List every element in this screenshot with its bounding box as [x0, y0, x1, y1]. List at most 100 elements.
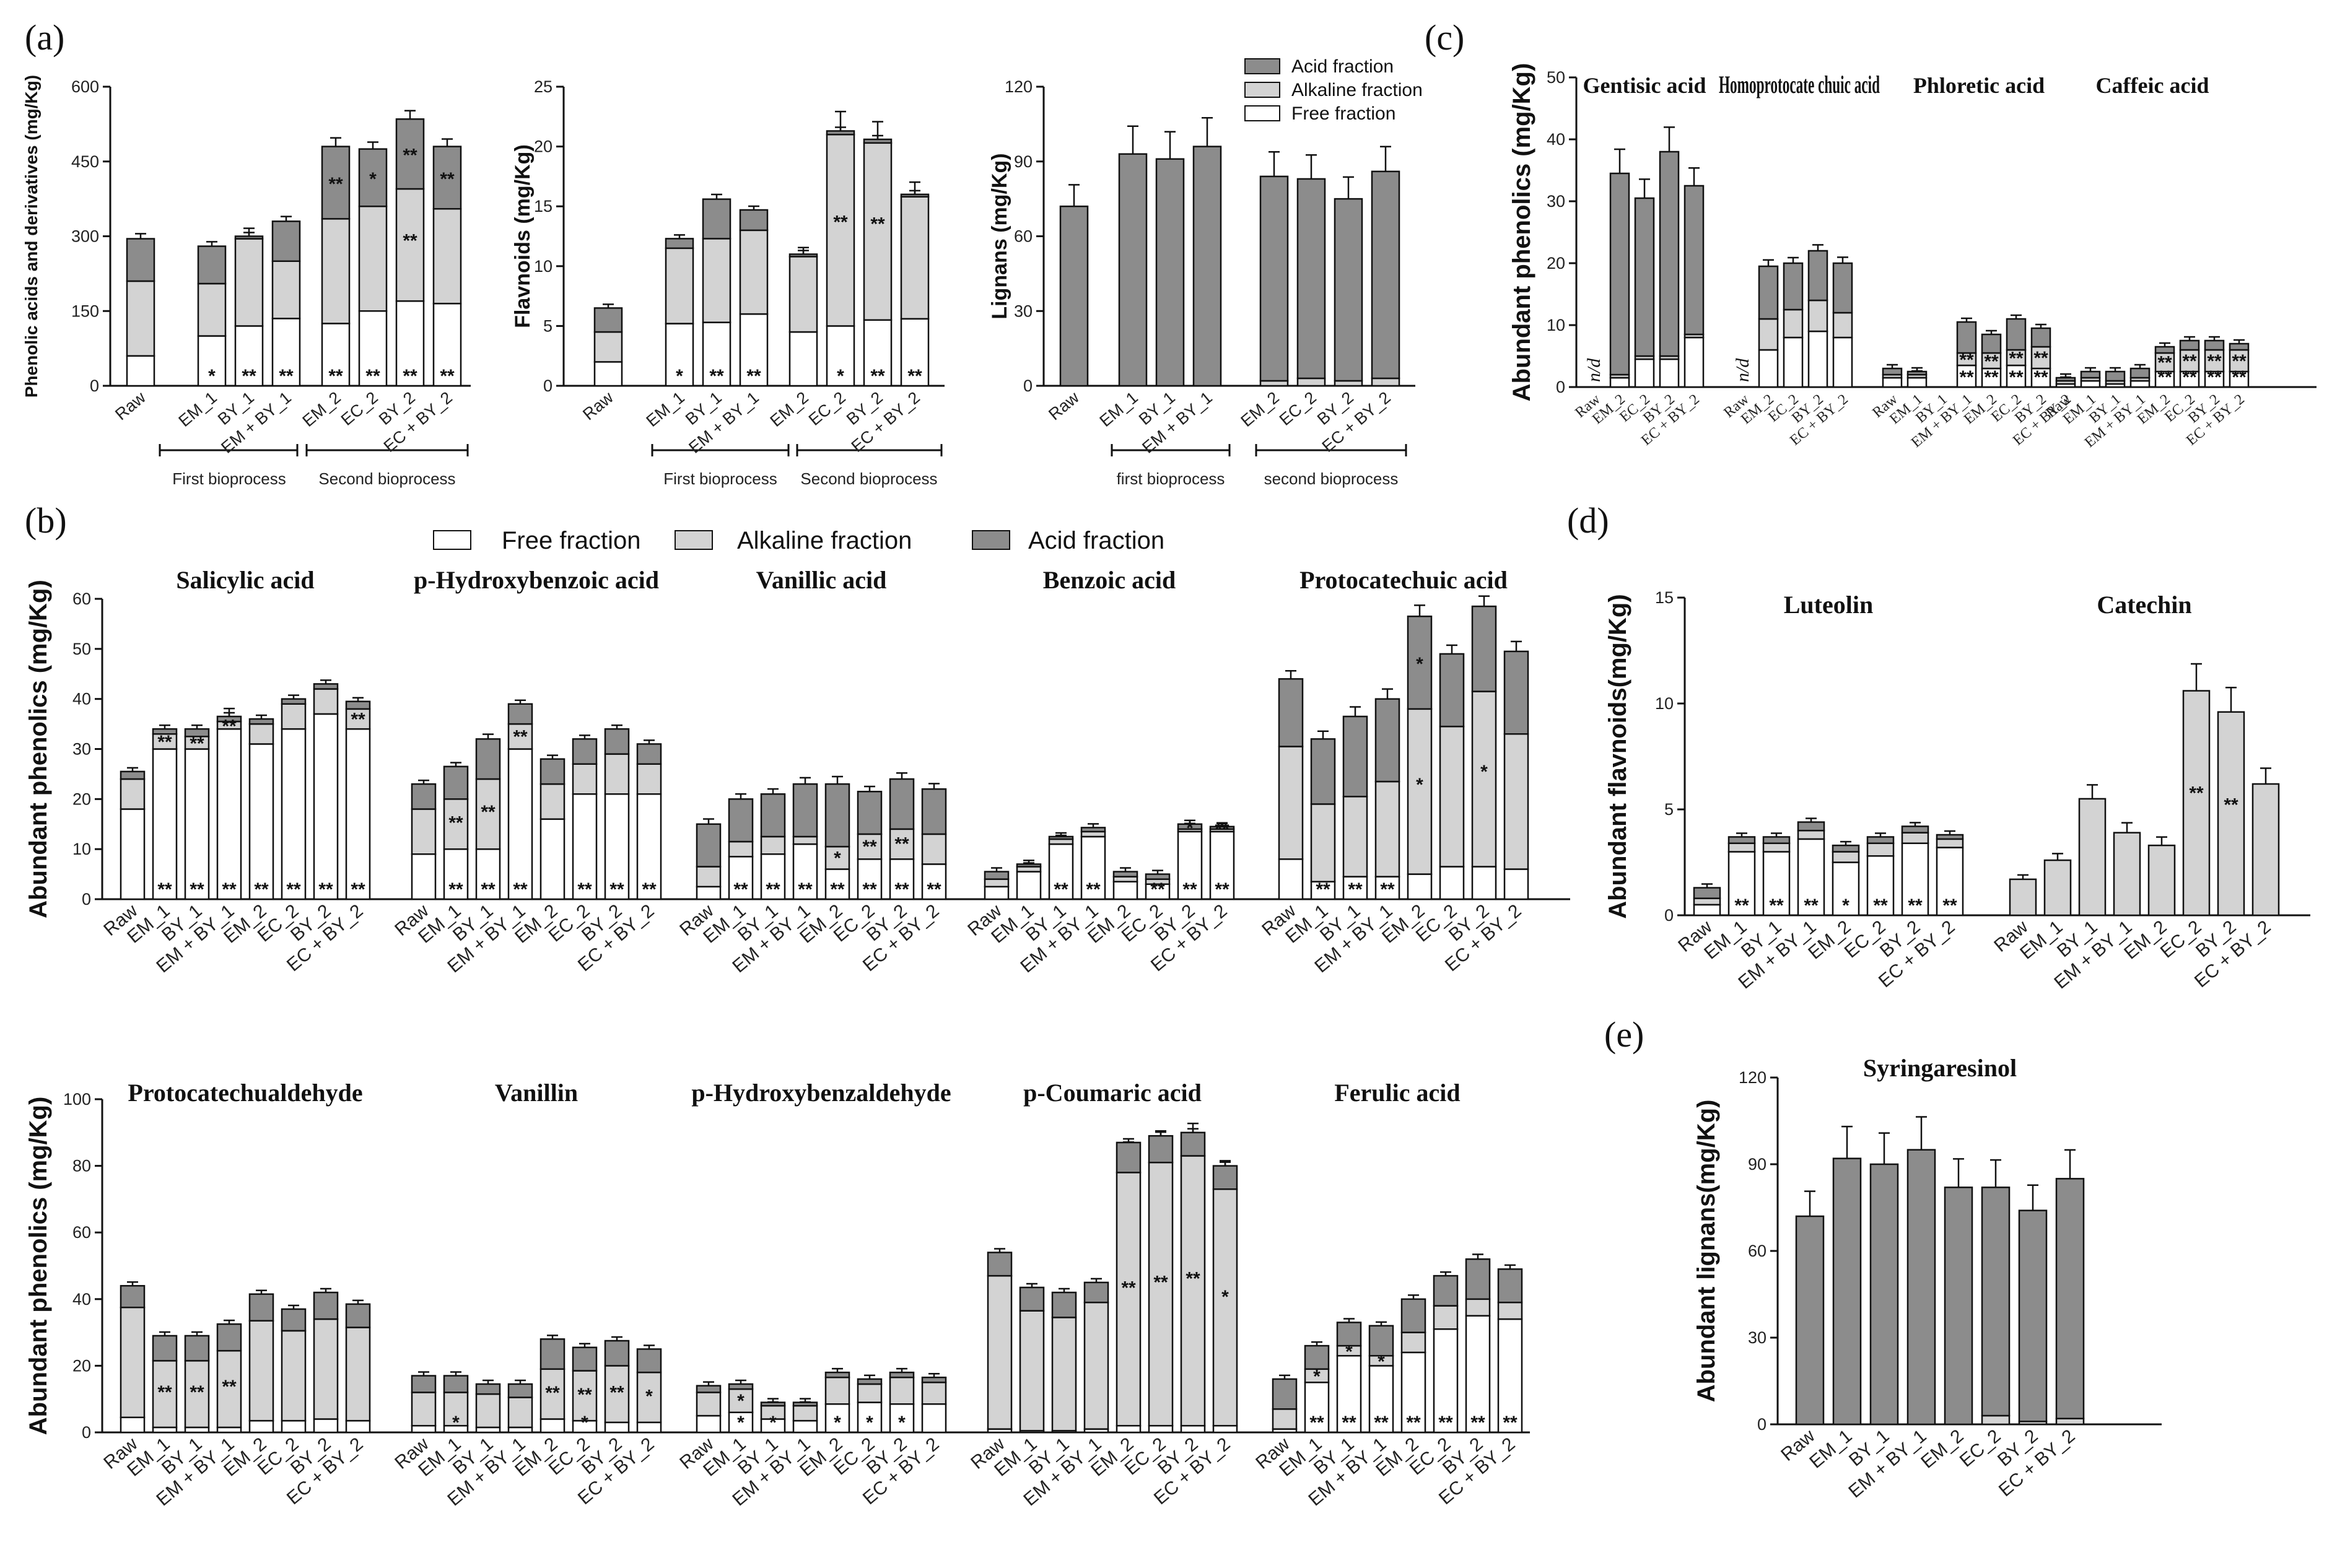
y-tick-label: 100: [63, 1090, 91, 1108]
significance-free: **: [365, 366, 380, 386]
compound-title: Luteolin: [1784, 591, 1873, 619]
significance-free: **: [403, 366, 417, 386]
bar-acid: [665, 238, 694, 250]
legend-b-free-swatch: [433, 530, 471, 550]
significance-alkaline: **: [577, 1385, 592, 1405]
bar-free: [1866, 855, 1895, 917]
significance-alkaline: **: [190, 1382, 204, 1403]
bar-acid: [728, 798, 754, 843]
bar-free: [604, 1421, 630, 1434]
bar-acid: [857, 790, 883, 835]
x-tick-label: EC_2: [2157, 917, 2206, 962]
significance-free: *: [737, 1413, 745, 1433]
legend-b-acid: Acid fraction: [1028, 527, 1164, 554]
bar-free: [271, 318, 301, 387]
bar-free: [863, 319, 893, 387]
significance-alkaline: **: [2033, 348, 2048, 368]
bar-alkaline: [2251, 783, 2280, 917]
panel-label-a: (a): [25, 17, 64, 58]
compound-title: Benzoic acid: [1043, 566, 1176, 594]
bar-free: [728, 1411, 754, 1434]
bar-alkaline: [1433, 1305, 1459, 1330]
bar-acid: [1683, 185, 1705, 336]
bar-free: [1634, 358, 1655, 388]
compound-title: Salicylic acid: [176, 566, 314, 594]
bar-free: [411, 1424, 437, 1434]
bar-free: [443, 848, 469, 900]
bar-acid: [1936, 834, 1964, 840]
y-axis-label: Lignans (mg/Kg): [988, 153, 1011, 319]
y-tick-label: 10: [1547, 316, 1565, 334]
bar-acid: [507, 1383, 533, 1398]
bar-alkaline: [411, 808, 437, 855]
bar-alkaline: [1693, 897, 1721, 906]
bar-acid: [120, 770, 146, 780]
bar-acid: [248, 718, 274, 725]
bar-acid: [1371, 170, 1400, 380]
significance-alkaline: **: [222, 1377, 237, 1397]
significance-free: **: [318, 879, 333, 900]
bar-acid: [2055, 1178, 2085, 1419]
bar-alkaline: [475, 778, 501, 850]
significance-free: **: [157, 879, 172, 900]
y-tick-label: 40: [72, 690, 91, 708]
bar-alkaline: [760, 835, 786, 855]
significance-free: **: [1438, 1413, 1453, 1433]
significance-free: **: [894, 879, 909, 900]
significance-acid: **: [440, 169, 455, 189]
bar-free: [2154, 370, 2175, 388]
bar-acid: [197, 245, 227, 285]
bar-acid: [1807, 250, 1828, 302]
bar-free: [411, 853, 437, 900]
bar-acid: [696, 1385, 722, 1393]
chart-a1: 0 150 300 450 600 Phenolic acids and derivati…: [22, 75, 471, 457]
significance-free: **: [222, 879, 237, 900]
bar-alkaline: [1116, 1172, 1142, 1427]
bar-acid: [889, 778, 915, 830]
bar-acid: [1981, 333, 2002, 354]
significance-alkaline: **: [1186, 1269, 1200, 1289]
bar-acid: [2204, 339, 2225, 351]
bar-alkaline: [1866, 842, 1895, 857]
bar-acid: [1832, 844, 1860, 853]
bar-acid: [921, 788, 947, 835]
bar-acid: [824, 783, 850, 848]
chart-b1: 0 10 20 30 40 50 60 Abundant phenolics (mg/Kg) S…: [25, 566, 1570, 977]
bar-free: [539, 1418, 566, 1434]
compound-title: Protocatechualdehyde: [128, 1079, 362, 1107]
x-tick-label: EM_2: [299, 388, 344, 430]
bar-free: [281, 1419, 307, 1434]
compound-title: Caffeic acid: [2096, 73, 2209, 98]
bar-free: [1148, 1424, 1174, 1434]
x-tick-label: EM_1: [643, 388, 688, 430]
bar-free: [2129, 380, 2151, 388]
bar-alkaline: [1832, 311, 1853, 339]
bar-alkaline: [358, 205, 388, 312]
bar-acid: [1832, 1157, 1862, 1426]
bar-free: [1209, 830, 1235, 900]
bar-free: [792, 1419, 818, 1434]
bar-alkaline: [1278, 746, 1304, 860]
bar-alkaline: [572, 763, 598, 795]
significance-free: **: [830, 879, 845, 900]
bar-acid: [593, 307, 623, 333]
significance-alkaline: **: [157, 1382, 172, 1403]
bar-alkaline: [593, 331, 623, 363]
bar-alkaline: [889, 1376, 915, 1405]
legend-a-free: Free fraction: [1291, 103, 1395, 124]
bar-acid: [1882, 367, 1903, 376]
bar-acid: [1433, 1274, 1459, 1307]
significance-acid: *: [1186, 818, 1194, 838]
bar-alkaline: [1180, 1155, 1206, 1427]
bar-free: [760, 853, 786, 900]
y-tick-label: 0: [82, 890, 91, 908]
bar-alkaline: [1083, 1301, 1109, 1430]
bar-alkaline: [1310, 803, 1336, 882]
y-axis-label: Abundant phenolics (mg/Kg): [25, 1097, 52, 1435]
significance-free: *: [581, 1413, 588, 1433]
bar-free: [1901, 842, 1929, 917]
bar-alkaline: [792, 835, 818, 845]
y-tick-label: 10: [72, 840, 91, 858]
bar-acid: [1334, 198, 1363, 382]
bar-acid: [1465, 1258, 1491, 1300]
